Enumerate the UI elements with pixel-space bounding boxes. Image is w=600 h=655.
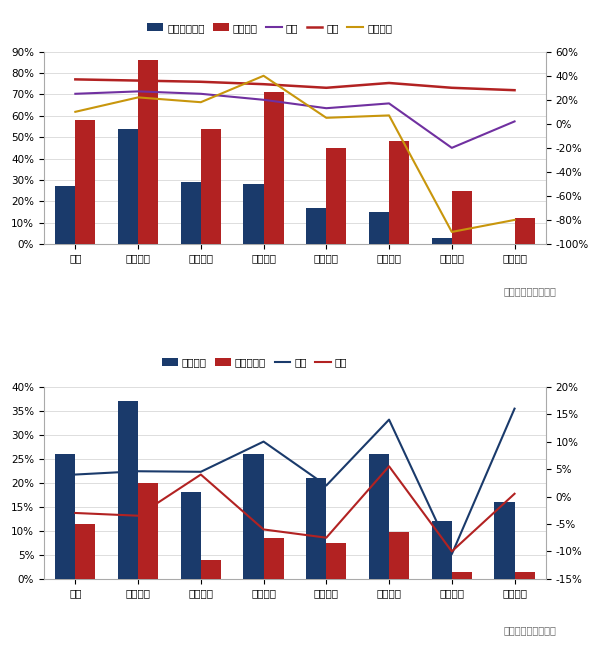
同比	[511, 405, 518, 413]
同比	[511, 117, 518, 125]
同比	[448, 548, 455, 555]
同比	[72, 470, 79, 478]
Bar	[515, 572, 535, 579]
同比	[134, 467, 142, 475]
Bar	[118, 401, 138, 579]
Text: 数据来源：百年建筑: 数据来源：百年建筑	[503, 625, 556, 635]
预计同比	[197, 98, 205, 106]
环比	[385, 79, 392, 87]
同比	[134, 88, 142, 96]
Legend: 劳务到位, 劳务上岗率, 同比, 同比: 劳务到位, 劳务上岗率, 同比, 同比	[158, 354, 352, 372]
预计同比	[260, 72, 267, 80]
Bar	[76, 120, 95, 244]
Bar	[138, 60, 158, 244]
Line: 环比: 环比	[76, 79, 515, 90]
Bar	[181, 182, 201, 244]
同比	[260, 438, 267, 445]
Bar	[369, 212, 389, 244]
同比	[197, 470, 205, 478]
Bar	[118, 128, 138, 244]
同比	[385, 416, 392, 424]
Text: 数据来源：百年建筑: 数据来源：百年建筑	[503, 286, 556, 296]
预计同比	[72, 108, 79, 116]
Line: 同比: 同比	[76, 409, 515, 554]
同比	[197, 90, 205, 98]
Bar	[369, 454, 389, 579]
Bar	[432, 238, 452, 244]
Bar	[263, 538, 284, 579]
Bar	[244, 184, 263, 244]
Line: 预计同比: 预计同比	[76, 76, 515, 232]
同比	[72, 90, 79, 98]
Bar	[263, 92, 284, 244]
Bar	[432, 521, 452, 579]
Bar	[389, 141, 409, 244]
Bar	[452, 191, 472, 244]
Bar	[55, 454, 76, 579]
同比	[72, 509, 79, 517]
同比	[323, 481, 330, 489]
Bar	[452, 572, 472, 579]
同比	[448, 144, 455, 152]
同比	[260, 96, 267, 103]
预计同比	[385, 111, 392, 119]
同比	[385, 100, 392, 107]
环比	[448, 84, 455, 92]
环比	[197, 78, 205, 86]
Bar	[244, 454, 263, 579]
Bar	[201, 128, 221, 244]
环比	[72, 75, 79, 83]
Bar	[326, 543, 346, 579]
Bar	[494, 502, 515, 579]
同比	[323, 534, 330, 542]
环比	[260, 81, 267, 88]
Line: 同比: 同比	[76, 466, 515, 552]
Bar	[306, 208, 326, 244]
Bar	[389, 533, 409, 579]
同比	[385, 462, 392, 470]
同比	[511, 490, 518, 498]
Bar	[76, 523, 95, 579]
Bar	[326, 148, 346, 244]
预计同比	[511, 216, 518, 224]
环比	[134, 77, 142, 84]
环比	[323, 84, 330, 92]
Bar	[515, 218, 535, 244]
预计同比	[323, 114, 330, 122]
Bar	[55, 186, 76, 244]
同比	[448, 550, 455, 558]
同比	[134, 512, 142, 519]
Bar	[306, 478, 326, 579]
Bar	[181, 493, 201, 579]
Bar	[138, 483, 158, 579]
Bar	[201, 559, 221, 579]
环比	[511, 86, 518, 94]
同比	[260, 525, 267, 533]
同比	[323, 104, 330, 112]
同比	[197, 468, 205, 476]
Legend: 工地开复工率, 预计下周, 同比, 环比, 预计同比: 工地开复工率, 预计下周, 同比, 环比, 预计同比	[143, 18, 397, 37]
Line: 同比: 同比	[76, 92, 515, 148]
预计同比	[134, 94, 142, 102]
预计同比	[448, 228, 455, 236]
